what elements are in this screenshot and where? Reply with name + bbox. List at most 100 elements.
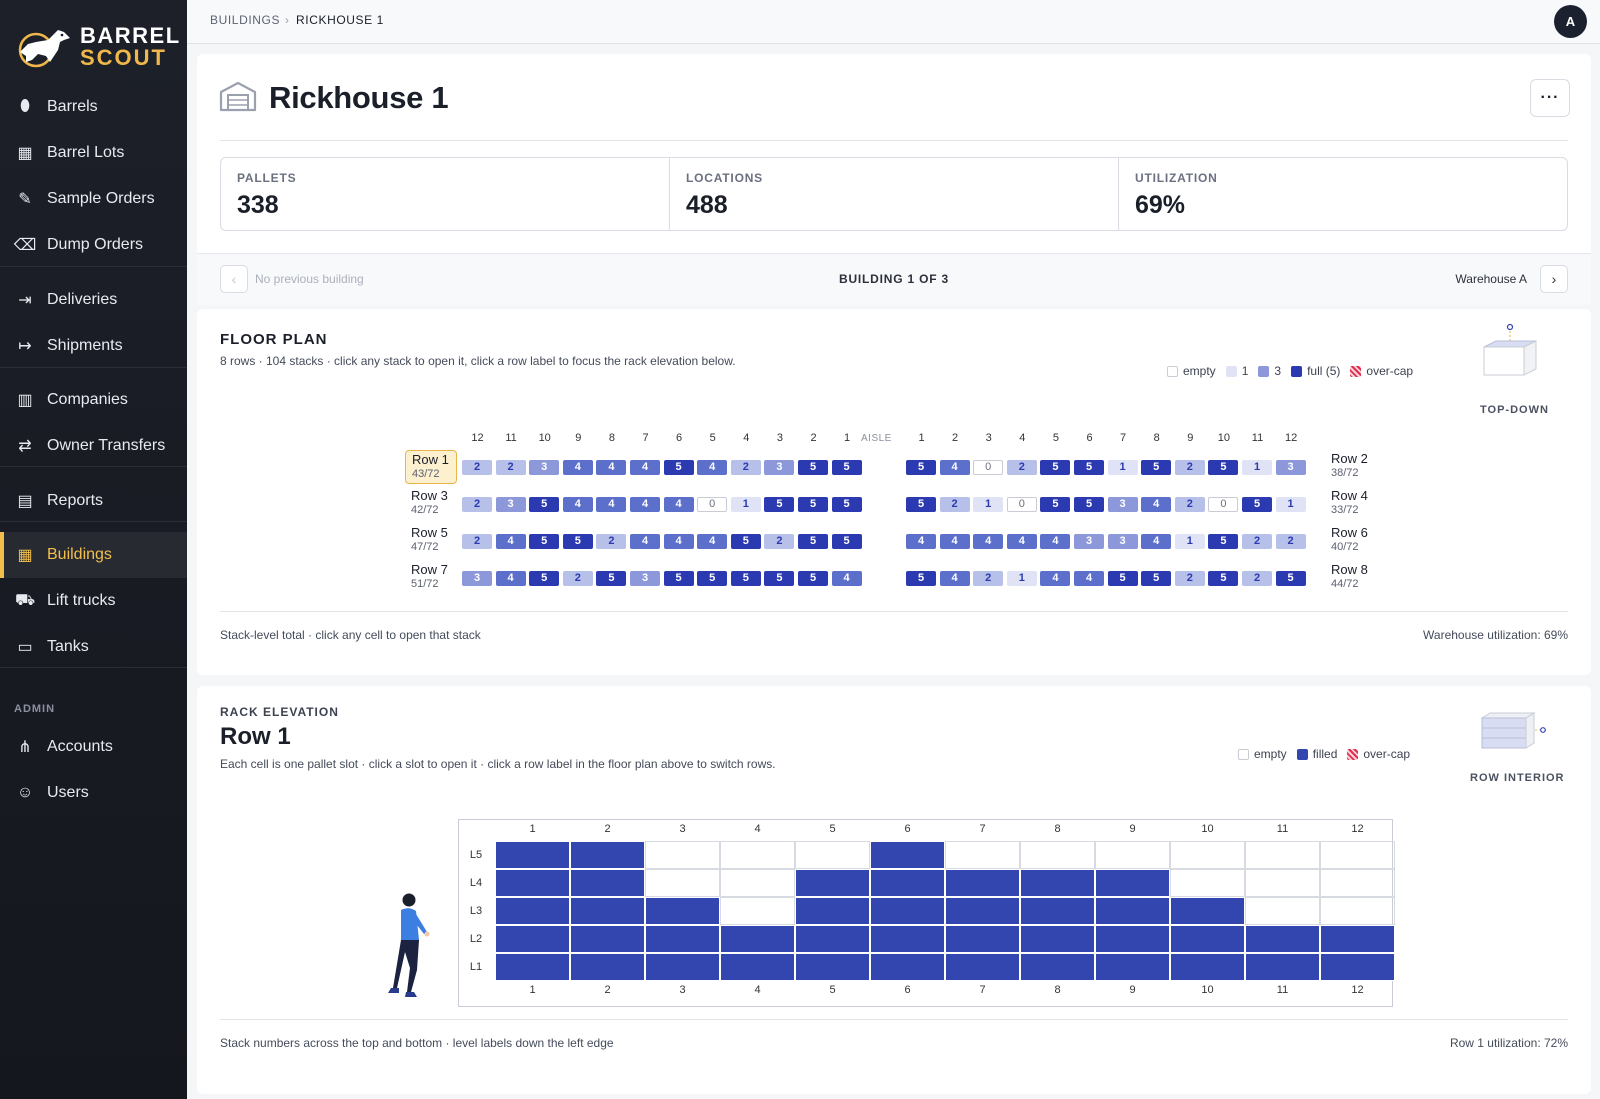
pallet-slot[interactable] (570, 897, 645, 925)
stack-cell[interactable]: 4 (596, 497, 627, 512)
stack-cell[interactable]: 5 (831, 534, 862, 549)
stack-cell[interactable]: 5 (562, 534, 593, 549)
pallet-slot[interactable] (1020, 897, 1095, 925)
pallet-slot[interactable] (1170, 841, 1245, 869)
stack-cell[interactable]: 4 (1141, 534, 1172, 549)
nav-item-accounts[interactable]: ⋔ Accounts (0, 724, 187, 770)
stack-cell[interactable]: 2 (1242, 534, 1272, 549)
pallet-slot[interactable] (945, 841, 1020, 869)
nav-item-lift-trucks[interactable]: ⛟ Lift trucks (0, 578, 187, 624)
stack-cell[interactable]: 5 (1275, 571, 1306, 586)
stack-cell[interactable]: 5 (730, 571, 761, 586)
stack-cell[interactable]: 5 (1040, 460, 1071, 475)
pallet-slot[interactable] (645, 841, 720, 869)
pallet-slot[interactable] (645, 897, 720, 925)
stack-cell[interactable]: 4 (562, 497, 593, 512)
stack-cell[interactable]: 5 (1242, 497, 1272, 512)
stack-cell[interactable]: 4 (1006, 534, 1037, 549)
row-label-row-8[interactable]: Row 8 44/72 (1325, 561, 1377, 595)
stack-cell[interactable]: 4 (939, 460, 970, 475)
stack-cell[interactable]: 3 (462, 571, 492, 586)
stack-cell[interactable]: 5 (798, 497, 828, 512)
stack-cell[interactable]: 5 (529, 497, 560, 512)
nav-item-owner-transfers[interactable]: ⇄ Owner Transfers (0, 423, 187, 469)
pallet-slot[interactable] (1020, 925, 1095, 953)
stack-cell[interactable]: 1 (1275, 497, 1306, 512)
stack-cell[interactable]: 5 (1141, 460, 1172, 475)
pallet-slot[interactable] (1020, 841, 1095, 869)
stack-cell[interactable]: 0 (973, 460, 1004, 475)
pallet-slot[interactable] (1170, 897, 1245, 925)
stack-cell[interactable]: 2 (462, 534, 492, 549)
stack-cell[interactable]: 2 (1174, 571, 1205, 586)
nav-item-shipments[interactable]: ↦ Shipments (0, 323, 187, 369)
stack-cell[interactable]: 3 (1107, 497, 1138, 512)
stack-cell[interactable]: 1 (1174, 534, 1205, 549)
stack-cell[interactable]: 5 (697, 571, 728, 586)
stack-cell[interactable]: 5 (529, 571, 560, 586)
stack-cell[interactable]: 0 (697, 497, 728, 512)
stack-cell[interactable]: 0 (1006, 497, 1037, 512)
pallet-slot[interactable] (720, 925, 795, 953)
breadcrumb-buildings[interactable]: BUILDINGS (210, 13, 281, 27)
nav-item-dump-orders[interactable]: ⌫ Dump Orders (0, 222, 187, 268)
stack-cell[interactable]: 5 (906, 497, 936, 512)
stack-cell[interactable]: 1 (1107, 460, 1138, 475)
pallet-slot[interactable] (1020, 869, 1095, 897)
stack-cell[interactable]: 5 (1208, 571, 1239, 586)
pallet-slot[interactable] (795, 953, 870, 981)
pallet-slot[interactable] (1170, 925, 1245, 953)
stack-cell[interactable]: 4 (1141, 497, 1172, 512)
more-actions-button[interactable]: ··· (1530, 79, 1570, 117)
stack-cell[interactable]: 4 (630, 534, 660, 549)
stack-cell[interactable]: 4 (1040, 571, 1071, 586)
stack-cell[interactable]: 5 (798, 460, 828, 475)
pallet-slot[interactable] (645, 869, 720, 897)
pallet-slot[interactable] (1320, 897, 1395, 925)
pallet-slot[interactable] (945, 869, 1020, 897)
pallet-slot[interactable] (1170, 869, 1245, 897)
stack-cell[interactable]: 3 (1275, 460, 1306, 475)
stack-cell[interactable]: 2 (1242, 571, 1272, 586)
pallet-slot[interactable] (870, 869, 945, 897)
pallet-slot[interactable] (1095, 841, 1170, 869)
pallet-slot[interactable] (495, 953, 570, 981)
stack-cell[interactable]: 5 (529, 534, 560, 549)
stack-cell[interactable]: 4 (630, 460, 660, 475)
pallet-slot[interactable] (495, 925, 570, 953)
pallet-slot[interactable] (870, 841, 945, 869)
stack-cell[interactable]: 2 (462, 497, 492, 512)
pallet-slot[interactable] (570, 925, 645, 953)
row-interior-view-icon[interactable] (1480, 710, 1546, 756)
stack-cell[interactable]: 4 (831, 571, 862, 586)
pallet-slot[interactable] (945, 953, 1020, 981)
stack-cell[interactable]: 2 (939, 497, 970, 512)
nav-item-buildings[interactable]: ▦ Buildings (0, 532, 187, 578)
pallet-slot[interactable] (720, 869, 795, 897)
stack-cell[interactable]: 3 (630, 571, 660, 586)
row-label-row-3[interactable]: Row 3 42/72 (405, 487, 457, 521)
pallet-slot[interactable] (1095, 869, 1170, 897)
stack-cell[interactable]: 3 (495, 497, 526, 512)
stack-cell[interactable]: 4 (973, 534, 1004, 549)
pallet-slot[interactable] (1320, 953, 1395, 981)
pallet-slot[interactable] (870, 897, 945, 925)
nav-item-sample-orders[interactable]: ✎ Sample Orders (0, 176, 187, 222)
pallet-slot[interactable] (570, 953, 645, 981)
stack-cell[interactable]: 5 (1208, 460, 1239, 475)
row-label-row-5[interactable]: Row 5 47/72 (405, 524, 457, 558)
pallet-slot[interactable] (945, 925, 1020, 953)
pallet-slot[interactable] (1245, 953, 1320, 981)
pallet-slot[interactable] (1320, 925, 1395, 953)
stack-cell[interactable]: 2 (596, 534, 627, 549)
nav-item-barrel-lots[interactable]: ▦ Barrel Lots (0, 130, 187, 176)
nav-item-deliveries[interactable]: ⇥ Deliveries (0, 277, 187, 323)
stack-cell[interactable]: 4 (562, 460, 593, 475)
stack-cell[interactable]: 4 (697, 460, 728, 475)
stack-cell[interactable]: 1 (730, 497, 761, 512)
pallet-slot[interactable] (570, 841, 645, 869)
stack-cell[interactable]: 5 (798, 571, 828, 586)
pallet-slot[interactable] (1170, 953, 1245, 981)
pallet-slot[interactable] (795, 869, 870, 897)
pallet-slot[interactable] (645, 925, 720, 953)
